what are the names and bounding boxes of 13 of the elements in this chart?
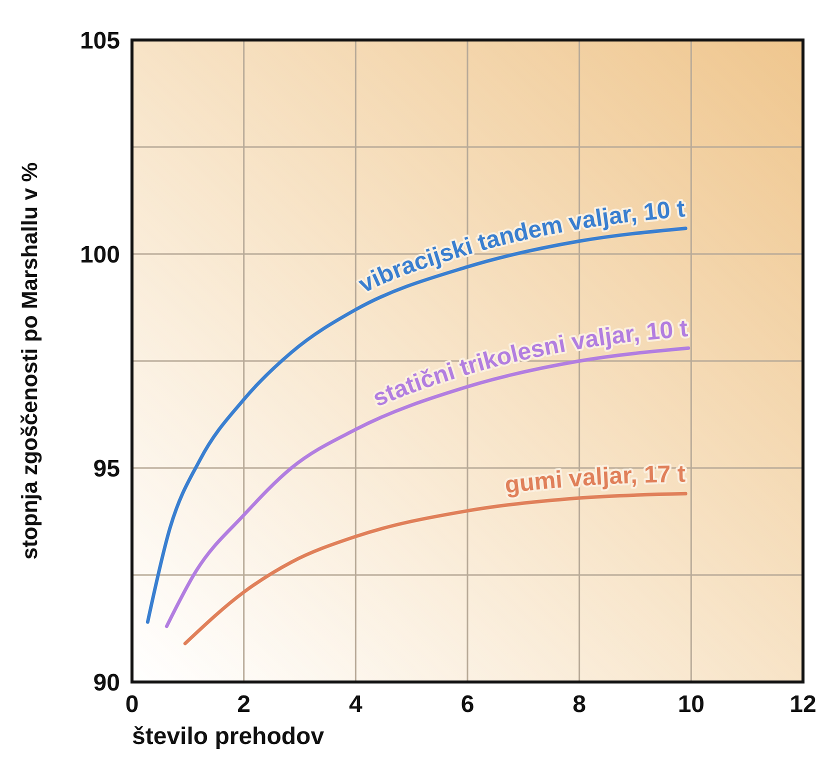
x-tick-label: 0 — [125, 691, 139, 718]
x-tick-label: 6 — [460, 691, 474, 718]
x-tick-label: 4 — [348, 691, 363, 718]
y-tick-label: 100 — [80, 241, 120, 268]
x-tick-label: 8 — [572, 691, 586, 718]
x-tick-label: 2 — [237, 691, 251, 718]
x-tick-label: 10 — [678, 691, 705, 718]
x-axis-title: število prehodov — [132, 723, 325, 750]
x-tick-label: 12 — [790, 691, 816, 718]
y-tick-label: 95 — [93, 455, 120, 482]
y-axis-title: stopnja zgoščenosti po Marshallu v % — [17, 162, 42, 560]
y-tick-label: 90 — [93, 669, 120, 696]
y-tick-label: 105 — [80, 27, 120, 54]
